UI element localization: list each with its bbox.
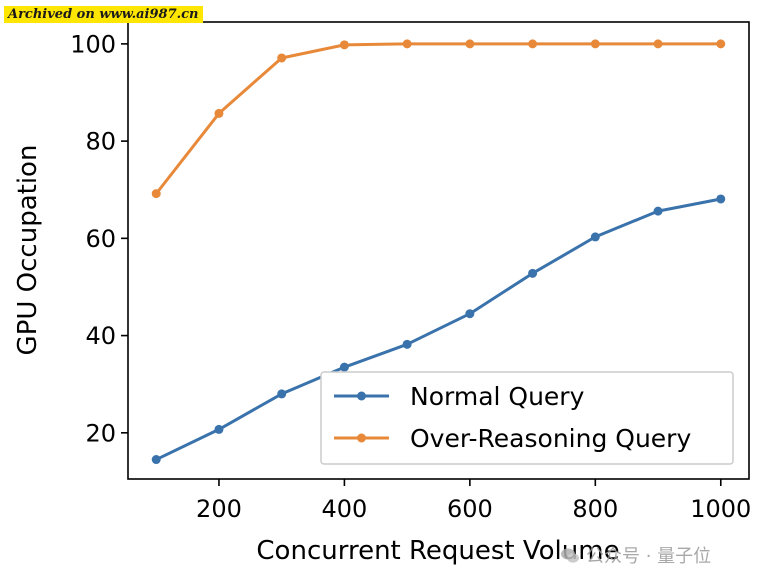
data-point-over <box>277 53 287 63</box>
channel-watermark: 公众号 · 量子位 <box>560 542 711 568</box>
wechat-icon <box>561 548 579 563</box>
data-point-over <box>716 39 726 49</box>
legend-box <box>320 371 734 465</box>
x-tick-label: 600 <box>447 495 493 523</box>
channel-watermark-text: 公众号 · 量子位 <box>586 546 712 567</box>
x-axis: 200 400 600 800 1000 <box>196 479 751 523</box>
x-tick-label: 200 <box>196 495 242 523</box>
data-point-over <box>590 39 600 49</box>
legend-marker-normal <box>357 391 366 401</box>
data-point-normal <box>465 309 475 319</box>
data-point-over <box>465 39 475 49</box>
legend-label-normal: Normal Query <box>410 382 585 411</box>
y-tick-label: 20 <box>85 419 116 447</box>
x-tick-label: 400 <box>322 495 368 523</box>
data-point-normal <box>590 232 600 242</box>
series-line-normal <box>155 197 722 461</box>
y-tick-label: 80 <box>85 128 116 156</box>
series-normal <box>151 194 726 465</box>
data-point-normal <box>339 362 349 372</box>
x-axis-title: Concurrent Request Volume <box>256 536 619 566</box>
legend-marker-over <box>357 433 366 443</box>
legend-label-over: Over-Reasoning Query <box>410 424 691 453</box>
series-over <box>151 39 726 199</box>
data-point-over <box>402 39 412 49</box>
x-tick-label: 800 <box>572 495 618 523</box>
data-point-normal <box>653 206 663 216</box>
series-layer <box>151 39 726 465</box>
data-point-normal <box>214 424 224 434</box>
data-point-over <box>214 108 224 118</box>
y-axis-title: GPU Occupation <box>13 145 43 356</box>
data-point-normal <box>528 268 538 278</box>
data-point-normal <box>716 194 726 204</box>
y-tick-label: 100 <box>70 30 116 58</box>
legend: Normal Query Over-Reasoning Query <box>320 371 734 465</box>
data-point-over <box>151 189 161 199</box>
plot-frame <box>127 21 750 480</box>
y-axis: 20 40 60 80 100 <box>70 30 128 447</box>
data-point-normal <box>277 389 287 399</box>
archive-watermark: Archived on www.ai987.cn <box>4 6 203 23</box>
data-point-normal <box>151 455 161 465</box>
data-point-over <box>528 39 538 49</box>
data-point-over <box>653 39 663 49</box>
x-tick-label: 1000 <box>690 495 751 523</box>
series-line-over <box>155 42 721 195</box>
data-point-normal <box>402 339 412 349</box>
y-tick-label: 60 <box>85 225 116 253</box>
data-point-over <box>339 40 349 50</box>
y-tick-label: 40 <box>85 322 116 350</box>
